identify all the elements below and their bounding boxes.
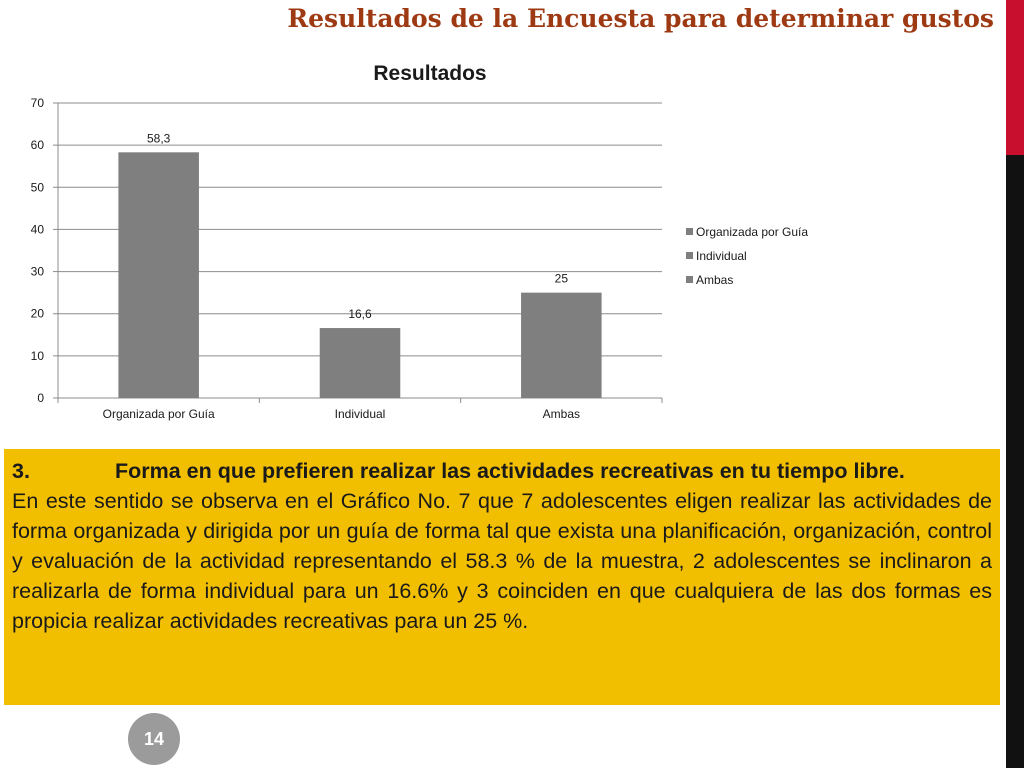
y-tick-label: 50	[31, 180, 45, 194]
chart-bars	[118, 152, 602, 398]
chart-legend: Organizada por Guía Individual Ambas	[686, 225, 808, 287]
bar-2	[319, 328, 401, 398]
legend-swatch	[686, 252, 693, 259]
bar-1	[118, 152, 199, 398]
description-box: 3. Forma en que prefieren realizar las ac…	[4, 449, 1000, 705]
results-bar-chart: Resultados 0 10 20 30 40 50 60 70 58,3 Organizada…	[31, 62, 809, 421]
question-heading: 3. Forma en que prefieren realizar las ac…	[12, 456, 992, 486]
y-tick-label: 0	[37, 391, 44, 405]
slide-title: Resultados de la Encuesta para determina…	[287, 4, 994, 33]
page-number-badge: 14	[128, 713, 180, 765]
data-label: 58,3	[147, 131, 171, 145]
chart-title: Resultados	[373, 62, 486, 85]
legend-label: Organizada por Guía	[696, 225, 808, 239]
x-tick-label: Individual	[335, 407, 386, 421]
y-tick-label: 30	[31, 265, 45, 279]
y-tick-label: 40	[31, 222, 45, 236]
bar-3	[521, 292, 602, 398]
legend-swatch	[686, 276, 693, 283]
chart-labels: 0 10 20 30 40 50 60 70 58,3 Organizada por Guía 16…	[31, 96, 580, 421]
data-label: 16,6	[348, 307, 372, 321]
question-number: 3.	[12, 459, 30, 483]
description-paragraph: En este sentido se observa en el Gráfico…	[12, 489, 992, 633]
legend-label: Ambas	[696, 273, 733, 287]
data-label: 25	[555, 272, 569, 286]
y-tick-label: 10	[31, 349, 45, 363]
accent-bar-red	[1006, 0, 1024, 155]
y-tick-label: 70	[31, 96, 45, 110]
accent-bar-black	[1006, 155, 1024, 768]
y-tick-label: 60	[31, 138, 45, 152]
y-tick-label: 20	[31, 307, 45, 321]
legend-swatch	[686, 228, 693, 235]
x-tick-label: Ambas	[543, 407, 580, 421]
x-tick-label: Organizada por Guía	[103, 407, 215, 421]
question-text: Forma en que prefieren realizar las acti…	[115, 459, 905, 483]
legend-label: Individual	[696, 249, 747, 263]
